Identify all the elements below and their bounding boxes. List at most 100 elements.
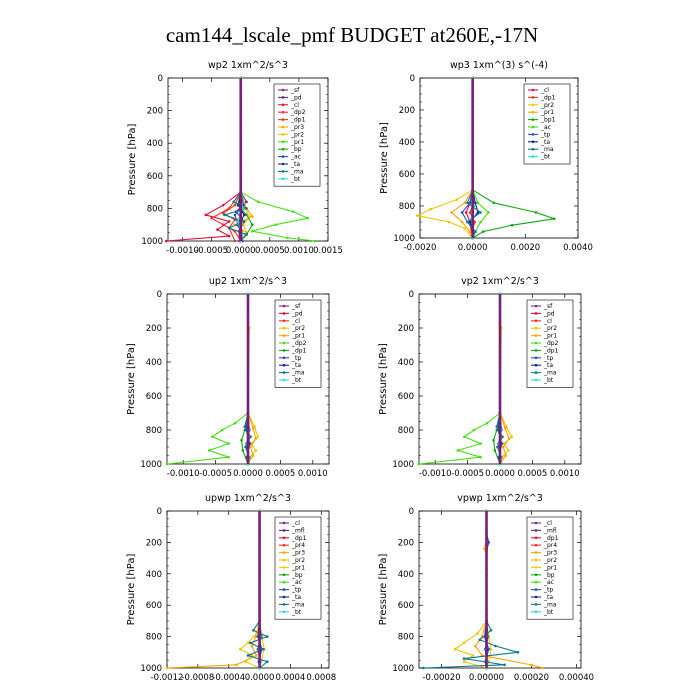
panel-4: vp2 1xm^2/s^3 Pressure [hPa] 0 200 400 600 800… [378, 276, 582, 479]
legend-label: _pd [290, 94, 302, 101]
legend-label: _bp [290, 146, 302, 153]
series-point [227, 455, 230, 459]
x-tick-label: -0.0010 [167, 469, 200, 479]
series-point [541, 666, 545, 670]
x-tick-label: 0.00040 [559, 673, 594, 683]
x-tick-label: 0.0000 [485, 469, 515, 479]
legend-label: _bt [291, 377, 302, 384]
legend-label: _dp1 [540, 94, 556, 101]
panel-title: vp2 1xm^2/s^3 [461, 276, 539, 287]
legend-marker [534, 588, 538, 591]
x-tick-label: -0.0020 [404, 243, 437, 253]
legend-marker [534, 566, 538, 569]
series-point [227, 220, 231, 223]
legend-label: _bp1 [540, 117, 556, 124]
legend-label: _pr1 [291, 564, 305, 571]
y-tick-label: 0 [409, 507, 414, 517]
series-point [455, 198, 459, 201]
series-point [468, 211, 472, 214]
series-point [262, 647, 265, 651]
legend-marker [534, 356, 538, 360]
legend-label: _pr4 [291, 542, 305, 549]
y-tick-label: 200 [398, 538, 414, 548]
legend-marker [282, 312, 286, 315]
legend: _cl_mfl_dp1_pr4_pr3_pr2_pr1_bp_ac_tp_ta_… [526, 516, 574, 620]
y-tick-label: 800 [399, 202, 415, 212]
legend-marker [282, 536, 286, 540]
series-point [248, 215, 251, 218]
legend-marker [282, 603, 286, 606]
series-point [251, 454, 255, 457]
y-tick-label: 600 [398, 601, 414, 611]
series-point [254, 449, 258, 452]
series-point [501, 435, 504, 439]
series-point [246, 641, 250, 645]
series-point [242, 213, 246, 217]
x-tick-label: 0.0010 [284, 246, 314, 256]
series-point [462, 657, 466, 660]
x-tick-label: 0.00000 [469, 673, 504, 683]
legend-label: _pd [543, 310, 555, 317]
legend-marker [531, 140, 535, 144]
legend-label: _ta [291, 362, 301, 369]
series-point [466, 220, 469, 224]
series-point [245, 207, 248, 210]
legend-marker [282, 319, 286, 323]
series-point [242, 203, 245, 207]
legend-marker [534, 349, 538, 352]
x-tick-label: -0.0005 [195, 246, 228, 256]
series-point [493, 449, 497, 452]
legend-marker [281, 140, 285, 144]
x-tick-label: -0.0004 [212, 673, 245, 683]
series-point [223, 213, 226, 217]
y-tick-label: 400 [147, 139, 163, 149]
legend-label: _ma [543, 601, 557, 608]
series-point [291, 210, 295, 213]
legend-label: _dp2 [543, 340, 559, 347]
x-tick-label: 0.0005 [266, 469, 296, 479]
legend-marker [534, 543, 538, 547]
panel-title: vpwp 1xm^2/s^3 [457, 493, 543, 504]
legend-marker [281, 177, 285, 181]
legend-marker [281, 162, 285, 166]
series-point [476, 211, 480, 214]
legend-marker [282, 304, 286, 308]
series-point [204, 213, 208, 217]
series-point [474, 230, 477, 233]
legend-label: _mfl [291, 527, 305, 534]
series-point [236, 220, 240, 223]
legend-label: _ma [291, 370, 305, 377]
legend-label: _pr2 [540, 102, 554, 109]
legend-marker [281, 103, 285, 107]
x-tick-label: -0.0012 [151, 673, 184, 683]
legend-label: _sf [543, 303, 553, 310]
series-point [496, 445, 499, 449]
series-point [501, 445, 505, 449]
legend-marker [282, 334, 286, 337]
legend-marker [531, 88, 535, 92]
legend-marker [282, 551, 286, 554]
legend-label: _dp1 [543, 535, 559, 542]
legend-box [274, 516, 322, 620]
legend: _sf_pd_cl_pr2_pr1_dp2_dp1_tp_ta_ma_bt [526, 299, 574, 388]
y-tick-label: 200 [398, 324, 414, 334]
series-point [256, 200, 260, 204]
series-point [251, 229, 254, 233]
y-tick-label: 1000 [393, 234, 415, 244]
legend-label: _ac [290, 154, 301, 161]
series-point [463, 435, 466, 439]
series-point [313, 239, 317, 243]
series-point [255, 654, 258, 657]
legend-marker [282, 349, 286, 352]
panel-title: upwp 1xm^2/s^3 [205, 493, 291, 504]
series-point [507, 449, 510, 452]
series-point [255, 632, 258, 635]
series-point [468, 201, 472, 205]
series-point [494, 644, 497, 648]
legend-marker [534, 573, 538, 577]
legend-marker [282, 529, 286, 532]
series-point [473, 220, 477, 224]
legend-marker [534, 521, 538, 525]
series-point [207, 449, 211, 452]
series-point [274, 223, 277, 226]
